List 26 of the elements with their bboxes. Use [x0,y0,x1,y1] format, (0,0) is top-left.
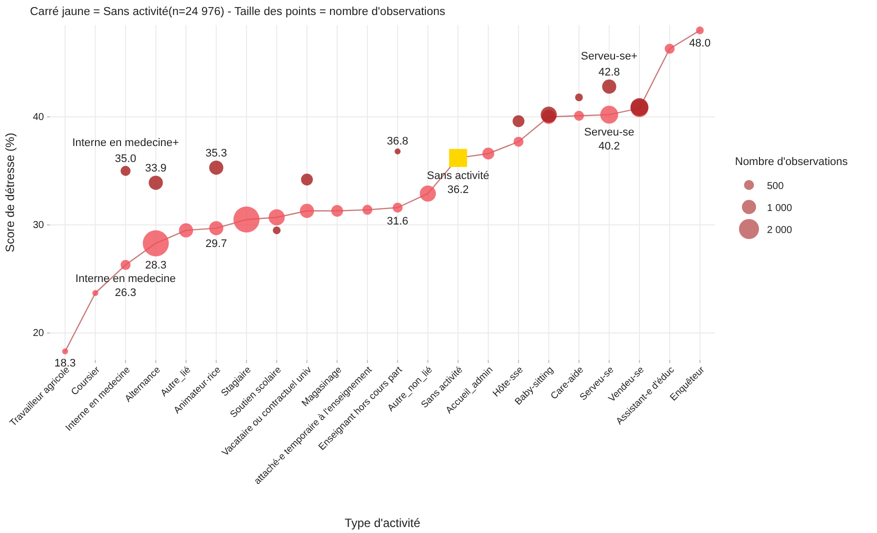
legend-label: 500 [767,181,784,192]
data-label: 29.7 [206,238,227,250]
legend-title: Nombre d'observations [735,156,848,168]
data-label: 40.2 [598,140,620,153]
chart-title: Carré jaune = Sans activité(n=24 976) - Taille des points = nombre d'observations [30,6,446,18]
data-label: 31.6 [386,216,408,228]
annotation: Interne en medecine [75,272,176,285]
data-label: 42.8 [598,66,620,79]
y-tick-label: 30 [32,220,44,232]
annotation: Serveu-se+ [580,50,638,63]
data-label: 26.3 [114,286,136,299]
data-label: 28.3 [145,259,167,272]
data-label: 36.2 [447,184,469,196]
data-label: 35.3 [206,148,227,160]
y-axis-title: Score de détresse (%) [3,132,17,252]
annotation: Interne en medecine+ [72,136,179,149]
y-tick-label: 40 [32,112,44,124]
data-label: 36.8 [386,135,408,148]
legend-label: 2 000 [767,225,792,236]
x-axis-title: Type d'activité [344,516,421,530]
data-label: 35.0 [114,152,136,165]
y-tick-label: 20 [32,328,44,340]
data-label: 33.9 [145,162,167,175]
legend-label: 1 000 [767,203,792,214]
data-label: 48.0 [689,37,711,50]
annotation: Serveu-se [584,126,634,139]
